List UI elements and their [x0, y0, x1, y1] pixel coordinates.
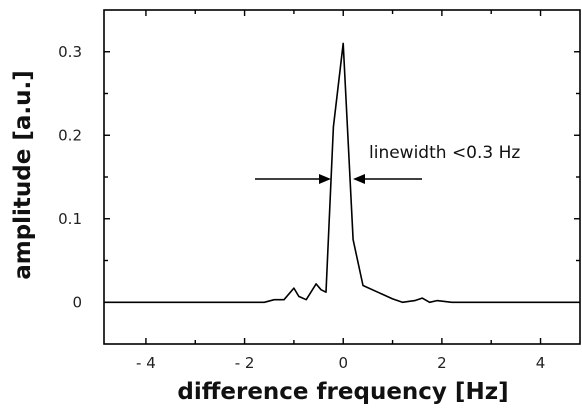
y-tick-label: 0.1 — [58, 210, 82, 228]
y-tick-label: 0.3 — [58, 43, 82, 61]
x-axis-title: difference frequency [Hz] — [177, 379, 508, 405]
linewidth-arrowhead-right — [353, 174, 365, 184]
x-tick-label: 4 — [536, 354, 546, 372]
x-tick-label: 2 — [437, 354, 447, 372]
x-tick-label: - 2 — [235, 354, 255, 372]
y-tick-label: 0 — [72, 293, 82, 311]
linewidth-arrowhead-left — [319, 174, 331, 184]
x-tick-label: - 4 — [136, 354, 156, 372]
x-tick-label: 0 — [338, 354, 348, 372]
y-axis-title: amplitude [a.u.] — [10, 70, 36, 280]
linewidth-annotation: linewidth <0.3 Hz — [369, 143, 520, 163]
y-tick-label: 0.2 — [58, 126, 82, 144]
series-line — [104, 42, 580, 304]
